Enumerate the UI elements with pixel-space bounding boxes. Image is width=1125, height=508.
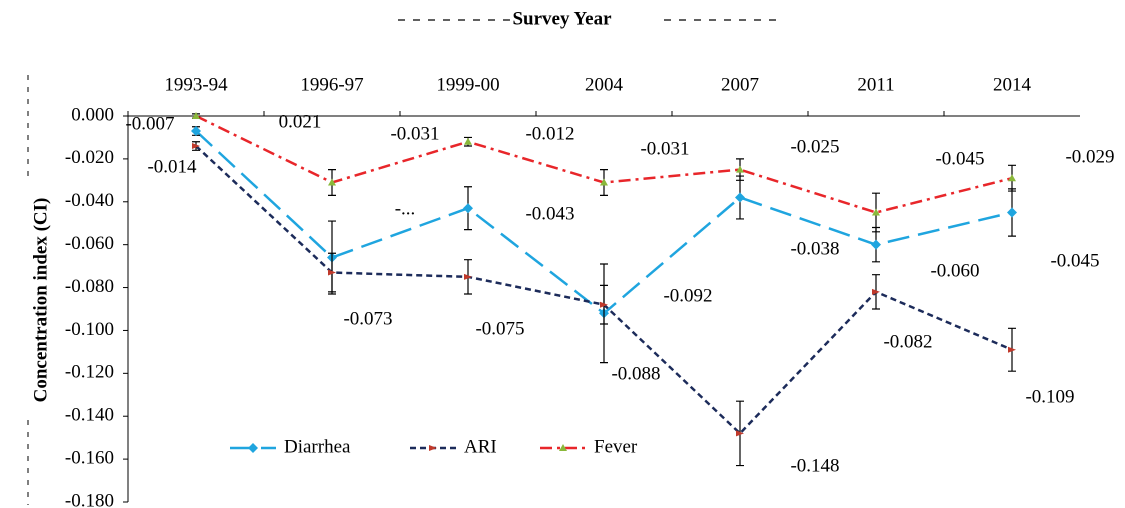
point xyxy=(429,445,437,451)
point xyxy=(464,273,472,280)
y-tick-label: -0.060 xyxy=(65,233,114,254)
data-label: -0.045 xyxy=(1050,250,1099,271)
x-tick-label: 1993-94 xyxy=(164,74,228,95)
point xyxy=(463,203,473,214)
point xyxy=(1008,174,1016,182)
point xyxy=(735,192,745,203)
y-tick-label: 0.000 xyxy=(71,104,114,125)
data-label: -0.075 xyxy=(475,318,524,339)
data-label: -0.109 xyxy=(1025,386,1074,407)
data-label: -0.012 xyxy=(525,123,574,144)
y-tick-label: -0.040 xyxy=(65,190,114,211)
point xyxy=(736,430,744,437)
x-tick-label: 1996-97 xyxy=(300,74,363,95)
point xyxy=(1008,346,1016,353)
point xyxy=(600,178,608,186)
data-label: -0.092 xyxy=(663,285,712,306)
data-label: -0.031 xyxy=(390,123,439,144)
y-axis-title: Concentration index (CI) xyxy=(30,198,51,403)
x-axis-title: Survey Year xyxy=(512,8,612,29)
point xyxy=(464,137,472,145)
data-label: -0.031 xyxy=(640,138,689,159)
data-label: -0.148 xyxy=(790,455,839,476)
point xyxy=(192,112,200,119)
point xyxy=(600,301,608,308)
point xyxy=(1007,207,1017,218)
data-label: -0.045 xyxy=(935,148,984,169)
point xyxy=(192,143,200,150)
y-tick-label: -0.160 xyxy=(65,447,114,468)
x-tick-label: 1999-00 xyxy=(436,74,499,95)
point xyxy=(872,288,880,295)
legend-label: ARI xyxy=(464,436,497,457)
data-label: -0.082 xyxy=(883,331,932,352)
point xyxy=(871,239,881,250)
data-label: -0.073 xyxy=(343,308,392,329)
data-label: -0.043 xyxy=(525,203,574,224)
point xyxy=(328,178,336,186)
y-tick-label: -0.020 xyxy=(65,147,114,168)
point xyxy=(328,269,336,276)
data-label: -0.029 xyxy=(1065,146,1114,167)
data-label: -0.038 xyxy=(790,238,839,259)
data-label: -0.088 xyxy=(611,363,660,384)
data-label: -0.025 xyxy=(790,136,839,157)
x-tick-label: 2011 xyxy=(857,74,894,95)
point xyxy=(248,443,258,453)
legend-label: Fever xyxy=(594,436,638,457)
y-tick-label: -0.140 xyxy=(65,405,114,426)
x-tick-label: 2004 xyxy=(585,74,624,95)
x-tick-label: 2014 xyxy=(993,74,1032,95)
x-tick-label: 2007 xyxy=(721,74,759,95)
point xyxy=(191,126,201,137)
y-tick-label: -0.120 xyxy=(65,362,114,383)
data-label: -0.060 xyxy=(930,260,979,281)
y-tick-label: -0.080 xyxy=(65,276,114,297)
point xyxy=(736,165,744,173)
y-tick-label: -0.100 xyxy=(65,319,114,340)
annotation: -... xyxy=(395,198,416,219)
y-tick-label: -0.180 xyxy=(65,490,114,508)
data-label: -0.014 xyxy=(147,156,197,177)
point xyxy=(559,444,567,451)
point xyxy=(872,208,880,216)
data-label: -0.007 xyxy=(125,113,174,134)
annotation: 0.021 xyxy=(279,111,322,132)
legend-label: Diarrhea xyxy=(284,436,351,457)
